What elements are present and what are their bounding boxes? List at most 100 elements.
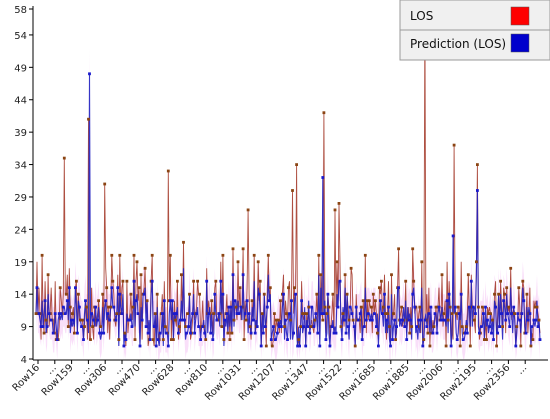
los-point [234,305,238,309]
los-point [62,156,66,160]
prediction-point [538,338,542,341]
prediction-point [377,344,380,348]
los-point [169,338,173,341]
los-point [448,305,452,309]
los-point [535,305,539,309]
prediction-point [393,318,396,322]
prediction-point [447,292,451,296]
prediction-point [320,312,324,315]
los-point [369,305,373,309]
prediction-point [427,312,431,315]
y-tick-label: 49 [14,63,27,74]
los-point [529,344,533,348]
los-point [299,325,302,328]
legend-item-los[interactable]: LOS [410,6,530,26]
los-point [351,318,355,322]
los-point [226,331,230,335]
prediction-point [82,338,85,341]
prediction-point [516,312,520,315]
los-point [378,286,381,290]
los-point [172,338,175,341]
prediction-point [482,312,485,315]
los-point [440,273,444,277]
los-point [392,312,395,315]
prediction-point [512,305,516,309]
y-tick-label: 24 [14,225,27,236]
prediction-point [508,325,512,328]
prediction-point [102,331,106,335]
los-point [277,318,280,322]
los-point [476,163,479,166]
prediction-point [251,318,255,322]
los-point [363,253,367,257]
prediction-point [280,325,283,328]
los-point [533,305,537,309]
prediction-point [49,318,53,322]
legend[interactable]: LOS Prediction (LOS) [399,0,550,61]
prediction-point [514,344,518,348]
los-point [454,312,458,315]
prediction-point [156,338,160,341]
prediction-point [65,299,69,303]
los-point [446,318,450,322]
prediction-point [112,305,116,309]
los-point [517,286,521,290]
prediction-point [336,305,340,309]
los-point [73,331,76,335]
los-point [135,260,139,264]
los-point [531,338,535,341]
prediction-point [43,299,47,303]
prediction-point [534,318,538,322]
los-point [388,325,391,328]
los-point [468,344,472,348]
prediction-point [114,318,118,322]
los-point [118,253,122,257]
prediction-point [158,331,162,335]
los-point [238,286,242,290]
prediction-point [405,338,409,341]
los-point [270,344,274,348]
los-point [374,299,377,303]
los-point [220,325,224,328]
prediction-point [122,344,126,348]
prediction-point [530,325,534,328]
los-point [262,292,266,296]
prediction-point [518,318,522,322]
los-point [264,344,268,348]
legend-item-prediction[interactable]: Prediction (LOS) [410,33,530,53]
prediction-point [480,325,483,328]
prediction-point [144,325,148,328]
los-point [66,325,70,328]
los-point [426,331,430,335]
prediction-point [278,325,281,328]
los-point [331,292,335,296]
los-point [472,318,476,322]
prediction-point [86,318,89,322]
los-point [260,312,264,315]
prediction-point [148,338,152,341]
los-point [180,273,183,277]
los-point [400,305,403,309]
los-point [313,318,317,322]
prediction-point [498,325,501,328]
prediction-point [207,312,211,315]
los-point [184,325,187,328]
prediction-point [150,279,154,283]
prediction-point [74,286,77,290]
los-point [143,266,147,270]
los-point [335,260,339,264]
los-point [258,279,262,283]
los-point [139,273,143,277]
y-tick-label: 29 [14,193,27,204]
los-point [513,312,517,315]
prediction-point [387,305,390,309]
prediction-point [94,305,97,309]
prediction-point [364,318,368,322]
los-point [44,318,48,322]
los-point [305,312,309,315]
prediction-point [41,325,45,328]
prediction-point [395,325,398,328]
los-point [481,305,484,309]
prediction-point [494,305,497,309]
